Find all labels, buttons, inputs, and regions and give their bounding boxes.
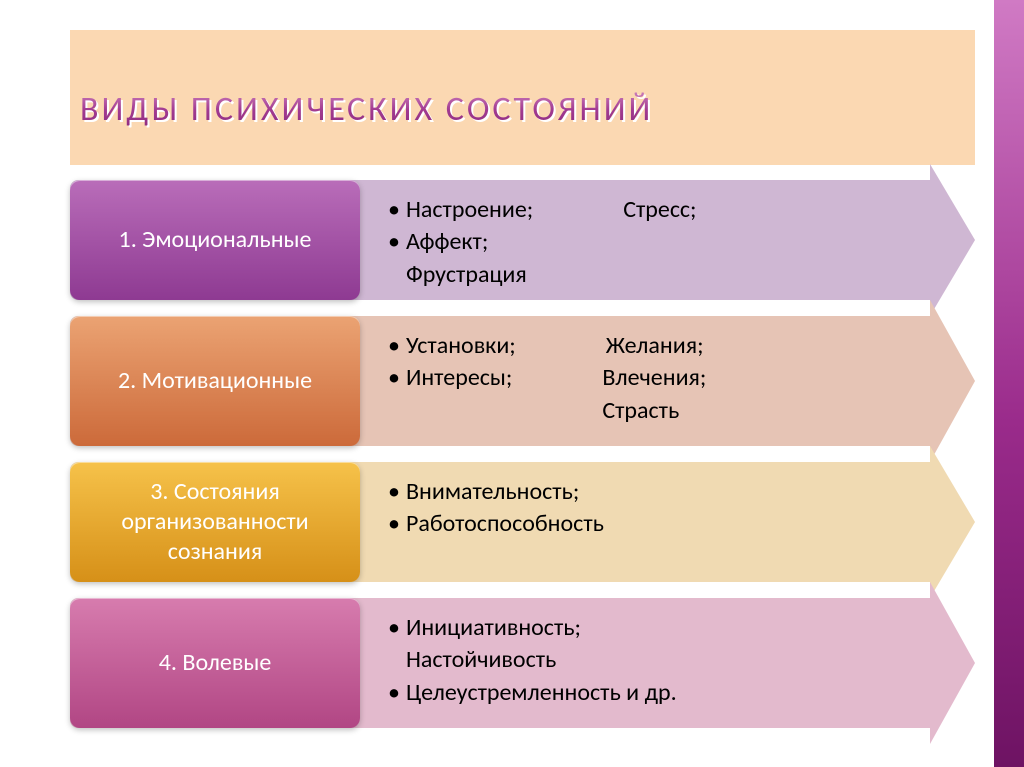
bullet-line: •Целеустремленность и др.: [388, 677, 915, 709]
bullet-line: •Интересы; Влечения; Страсть: [388, 362, 915, 427]
bullet-text: Целеустремленность и др.: [406, 677, 677, 709]
category-row: 4. Волевые •Инициативность; Настойчивость…: [70, 598, 975, 728]
bullet-two-col: Установки; Желания;: [406, 330, 704, 362]
category-content: •Инициативность; Настойчивость•Целеустре…: [370, 598, 975, 728]
bullet-dot-icon: •: [388, 362, 400, 394]
category-row: 3. Состояния организованности сознания•В…: [70, 462, 975, 582]
bullet-line: •Установки; Желания;: [388, 330, 915, 362]
bullet-text: Аффект; Фрустрация: [406, 226, 527, 291]
bullet-text-right: Влечения; Страсть: [602, 362, 706, 427]
category-row: 1. Эмоциональные•Настроение;Стресс;•Аффе…: [70, 180, 975, 300]
category-label: 4. Волевые: [70, 598, 360, 728]
bullet-text: Работоспособность: [406, 508, 604, 540]
bullet-line: •Инициативность; Настойчивость: [388, 612, 915, 677]
category-label: 1. Эмоциональные: [70, 180, 360, 300]
bullet-line: •Настроение; Стресс;: [388, 194, 915, 226]
category-label: 3. Состояния организованности сознания: [70, 462, 360, 582]
bullet-dot-icon: •: [388, 330, 400, 362]
bullet-two-col: Настроение; Стресс;: [406, 194, 697, 226]
category-label-text: 3. Состояния организованности сознания: [82, 477, 348, 567]
bullet-dot-icon: •: [388, 677, 400, 709]
bullet-line: •Аффект; Фрустрация: [388, 226, 915, 291]
bullet-text-right: Желания;: [606, 330, 704, 362]
bullet-line: •Внимательность;: [388, 476, 915, 508]
category-content: •Установки; Желания; •Интересы; Влечения; С…: [370, 316, 975, 446]
category-content: •Внимательность;•Работоспособность: [370, 462, 975, 582]
category-label: 2. Мотивационные: [70, 316, 360, 446]
bullet-text: Внимательность;: [406, 476, 579, 508]
category-label-text: 2. Мотивационные: [118, 366, 312, 396]
bullet-dot-icon: •: [388, 226, 400, 258]
bullet-two-col: Интересы; Влечения; Страсть: [406, 362, 706, 427]
bullet-dot-icon: •: [388, 194, 400, 226]
category-content: •Настроение;Стресс;•Аффект; Фрустрация: [370, 180, 975, 305]
bullet-text-right: Стресс;: [623, 194, 696, 226]
bullet-text: Инициативность; Настойчивость: [406, 612, 581, 677]
bullet-text-left: Настроение;: [406, 194, 533, 226]
header-band: Виды психических состояний Виды психичес…: [70, 30, 975, 165]
rows-container: 1. Эмоциональные•Настроение;Стресс;•Аффе…: [70, 180, 975, 744]
category-row: 2. Мотивационные•Установки;Желания;•Инте…: [70, 316, 975, 446]
category-label-text: 1. Эмоциональные: [119, 225, 312, 255]
bullet-text-left: Интересы;: [406, 362, 512, 427]
title-text: Виды психических состояний: [80, 89, 653, 130]
category-label-text: 4. Волевые: [159, 648, 272, 678]
bullet-dot-icon: •: [388, 508, 400, 540]
bullet-dot-icon: •: [388, 476, 400, 508]
right-accent-bar: [994, 0, 1024, 767]
bullet-text-left: Установки;: [406, 330, 516, 362]
bullet-dot-icon: •: [388, 612, 400, 644]
bullet-line: •Работоспособность: [388, 508, 915, 540]
